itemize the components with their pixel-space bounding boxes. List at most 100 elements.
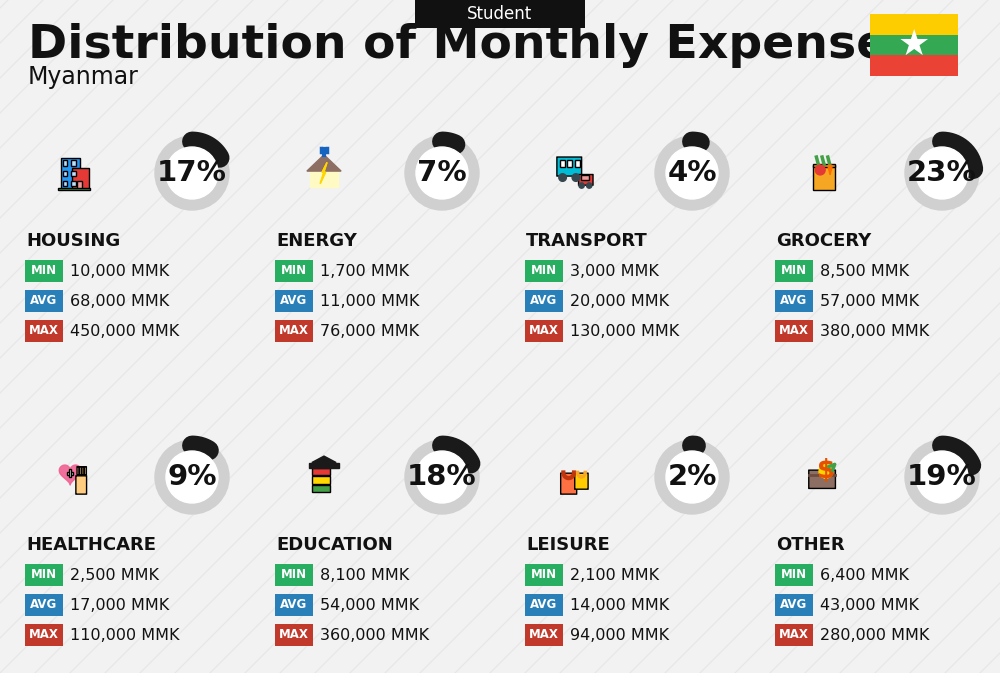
Polygon shape [828, 166, 832, 175]
FancyBboxPatch shape [25, 564, 63, 586]
Circle shape [655, 136, 729, 210]
FancyBboxPatch shape [82, 466, 84, 475]
Text: MAX: MAX [279, 324, 309, 337]
Text: MIN: MIN [781, 264, 807, 277]
Text: MIN: MIN [281, 264, 307, 277]
Text: 18%: 18% [407, 463, 477, 491]
Text: 9%: 9% [167, 463, 217, 491]
Text: OTHER: OTHER [776, 536, 845, 554]
Text: 3,000 MMK: 3,000 MMK [570, 264, 659, 279]
Circle shape [666, 451, 718, 503]
Circle shape [405, 440, 479, 514]
Text: MIN: MIN [781, 569, 807, 581]
FancyBboxPatch shape [870, 55, 958, 76]
FancyBboxPatch shape [25, 594, 63, 616]
Text: AVG: AVG [30, 295, 58, 308]
FancyBboxPatch shape [575, 473, 588, 489]
FancyBboxPatch shape [25, 320, 63, 342]
Text: AVG: AVG [530, 295, 558, 308]
FancyBboxPatch shape [63, 181, 67, 186]
FancyBboxPatch shape [870, 14, 958, 35]
Text: TRANSPORT: TRANSPORT [526, 232, 648, 250]
Text: AVG: AVG [280, 598, 308, 612]
Text: MAX: MAX [279, 629, 309, 641]
FancyBboxPatch shape [525, 260, 563, 282]
FancyBboxPatch shape [77, 466, 79, 475]
FancyBboxPatch shape [312, 485, 330, 492]
Text: 76,000 MMK: 76,000 MMK [320, 324, 419, 339]
Text: MAX: MAX [779, 629, 809, 641]
Text: MAX: MAX [779, 324, 809, 337]
Text: 17,000 MMK: 17,000 MMK [70, 598, 169, 612]
Circle shape [416, 451, 468, 503]
Circle shape [815, 165, 825, 175]
Text: 380,000 MMK: 380,000 MMK [820, 324, 929, 339]
FancyBboxPatch shape [25, 260, 63, 282]
Text: Student: Student [467, 5, 533, 23]
FancyBboxPatch shape [61, 157, 80, 189]
Polygon shape [320, 162, 327, 184]
Text: MAX: MAX [29, 324, 59, 337]
FancyBboxPatch shape [775, 290, 813, 312]
Circle shape [416, 147, 468, 199]
FancyBboxPatch shape [312, 468, 330, 476]
FancyBboxPatch shape [275, 320, 313, 342]
FancyBboxPatch shape [813, 164, 835, 168]
Circle shape [155, 440, 229, 514]
Text: Distribution of Monthly Expenses: Distribution of Monthly Expenses [28, 22, 916, 67]
FancyBboxPatch shape [870, 35, 958, 55]
Text: 4%: 4% [667, 159, 717, 187]
Text: MIN: MIN [531, 264, 557, 277]
Text: AVG: AVG [780, 598, 808, 612]
Circle shape [572, 174, 580, 181]
FancyBboxPatch shape [775, 564, 813, 586]
Polygon shape [309, 462, 339, 468]
Text: MIN: MIN [31, 569, 57, 581]
Text: 94,000 MMK: 94,000 MMK [570, 627, 669, 643]
Text: LEISURE: LEISURE [526, 536, 610, 554]
Text: MIN: MIN [531, 569, 557, 581]
Text: HEALTHCARE: HEALTHCARE [26, 536, 156, 554]
FancyBboxPatch shape [71, 160, 76, 166]
FancyBboxPatch shape [69, 469, 71, 477]
FancyBboxPatch shape [63, 171, 67, 176]
Text: MAX: MAX [529, 324, 559, 337]
FancyBboxPatch shape [775, 320, 813, 342]
Text: ENERGY: ENERGY [276, 232, 357, 250]
Text: 7%: 7% [417, 159, 467, 187]
Circle shape [916, 451, 968, 503]
Text: AVG: AVG [280, 295, 308, 308]
FancyBboxPatch shape [275, 594, 313, 616]
Circle shape [166, 147, 218, 199]
Polygon shape [310, 171, 338, 188]
Circle shape [819, 464, 833, 478]
Text: 20,000 MMK: 20,000 MMK [570, 293, 669, 308]
FancyBboxPatch shape [560, 160, 564, 168]
Text: 68,000 MMK: 68,000 MMK [70, 293, 169, 308]
Text: ★: ★ [898, 28, 930, 62]
Text: 23%: 23% [907, 159, 977, 187]
Polygon shape [320, 162, 327, 184]
Text: 360,000 MMK: 360,000 MMK [320, 627, 429, 643]
Text: 6,400 MMK: 6,400 MMK [820, 567, 909, 583]
FancyBboxPatch shape [312, 476, 330, 484]
Circle shape [587, 183, 592, 188]
FancyBboxPatch shape [775, 594, 813, 616]
Text: MAX: MAX [529, 629, 559, 641]
FancyBboxPatch shape [579, 174, 593, 185]
FancyBboxPatch shape [275, 290, 313, 312]
FancyBboxPatch shape [575, 160, 580, 168]
Text: 2%: 2% [667, 463, 717, 491]
FancyBboxPatch shape [567, 160, 572, 168]
Circle shape [166, 451, 218, 503]
FancyBboxPatch shape [25, 290, 63, 312]
Text: 110,000 MMK: 110,000 MMK [70, 627, 180, 643]
Text: Myanmar: Myanmar [28, 65, 139, 89]
FancyBboxPatch shape [525, 290, 563, 312]
Text: $: $ [817, 458, 835, 485]
FancyBboxPatch shape [415, 0, 585, 28]
FancyBboxPatch shape [77, 181, 82, 189]
Text: MIN: MIN [281, 569, 307, 581]
FancyBboxPatch shape [813, 166, 835, 190]
Text: 57,000 MMK: 57,000 MMK [820, 293, 919, 308]
